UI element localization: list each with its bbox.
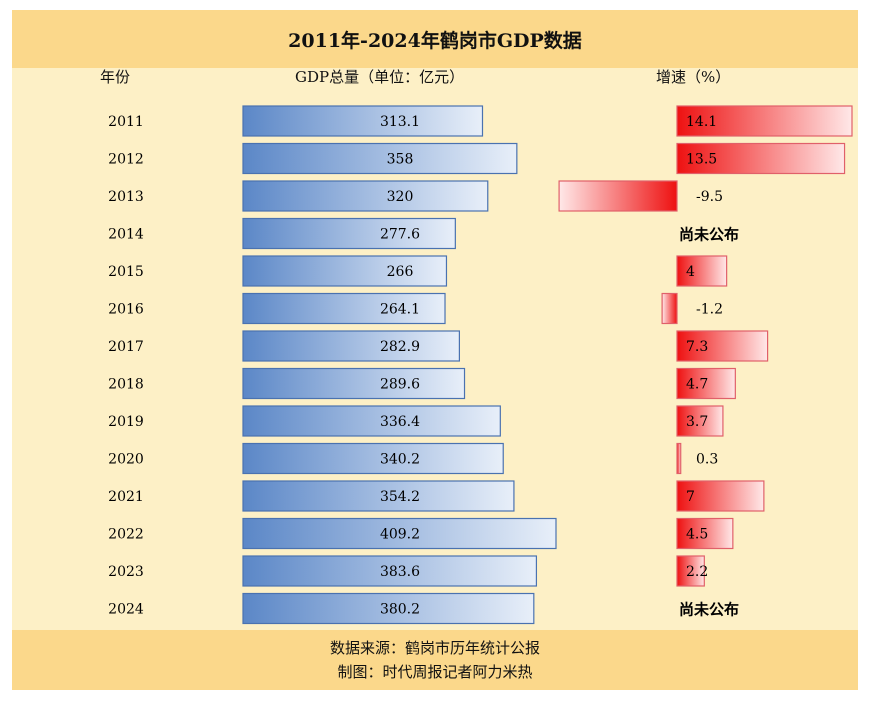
gdp-value-label: 354.2 [380, 489, 420, 505]
gdp-bar [242, 330, 460, 362]
gdp-value-label: 320 [387, 189, 414, 205]
growth-not-published-label: 尚未公布 [679, 601, 739, 619]
chart-title: 2011年-2024年鹤岗市GDP数据 [288, 29, 582, 52]
gdp-value-label: 313.1 [380, 114, 420, 130]
year-label: 2017 [108, 339, 144, 355]
gdp-value-label: 277.6 [380, 227, 420, 243]
growth-value-label: -9.5 [696, 189, 723, 205]
year-label: 2016 [108, 302, 144, 318]
growth-value-label: 14.1 [686, 114, 717, 130]
gdp-bar [242, 517, 557, 550]
growth-bar [676, 442, 682, 475]
column-header-growth: 增速（%） [656, 68, 731, 86]
gdp-bar [242, 367, 466, 400]
gdp-bar [242, 180, 489, 212]
year-label: 2021 [108, 489, 144, 505]
year-label: 2011 [108, 114, 144, 130]
growth-bar [676, 367, 736, 400]
gdp-value-label: 340.2 [380, 452, 420, 468]
gdp-bar [242, 592, 535, 625]
gdp-bar [242, 255, 448, 287]
growth-bar [676, 142, 846, 175]
year-label: 2013 [108, 189, 144, 205]
gdp-value-label: 336.4 [380, 414, 420, 430]
year-label: 2012 [108, 152, 144, 168]
growth-bar [676, 255, 728, 287]
column-header-gdp: GDP总量（单位：亿元） [295, 68, 465, 86]
growth-value-label: 3.7 [686, 414, 708, 430]
growth-value-label: 2.2 [686, 564, 708, 580]
gdp-bar [242, 480, 515, 512]
column-header-year: 年份 [100, 68, 131, 86]
year-label: 2015 [108, 264, 144, 280]
gdp-bar [242, 442, 504, 475]
gdp-value-label: 289.6 [380, 377, 420, 393]
year-label: 2024 [108, 602, 144, 618]
growth-bar [676, 555, 705, 587]
growth-value-label: 4.7 [686, 377, 708, 393]
gdp-value-label: 409.2 [380, 527, 420, 543]
year-label: 2018 [108, 377, 144, 393]
growth-bar [676, 480, 765, 512]
gdp-value-label: 383.6 [380, 564, 420, 580]
growth-not-published-label: 尚未公布 [679, 226, 739, 244]
credit-note: 制图：时代周报记者阿力米热 [337, 663, 533, 681]
growth-value-label: 13.5 [686, 152, 717, 168]
year-label: 2023 [108, 564, 144, 580]
data-source-note: 数据来源：鹤岗市历年统计公报 [329, 639, 540, 657]
growth-value-label: 4 [686, 264, 695, 280]
growth-value-label: -1.2 [696, 302, 723, 318]
title-band: 2011年-2024年鹤岗市GDP数据 [12, 10, 858, 68]
year-label: 2020 [108, 452, 144, 468]
gdp-bar [242, 142, 518, 175]
gdp-bar [242, 105, 484, 137]
year-label: 2019 [108, 414, 144, 430]
gdp-value-label: 380.2 [380, 602, 420, 618]
gdp-value-label: 358 [387, 152, 414, 168]
growth-value-label: 7 [686, 489, 695, 505]
footer-band: 数据来源：鹤岗市历年统计公报 制图：时代周报记者阿力米热 [12, 630, 858, 690]
gdp-bar [242, 292, 446, 325]
growth-bar [676, 517, 734, 550]
growth-bar [661, 292, 678, 325]
gdp-bar [242, 555, 538, 587]
growth-value-label: 0.3 [696, 452, 718, 468]
growth-bar [558, 180, 678, 212]
growth-bar [676, 330, 769, 362]
gdp-value-label: 266 [387, 264, 414, 280]
growth-value-label: 7.3 [686, 339, 708, 355]
gdp-value-label: 282.9 [380, 339, 420, 355]
growth-bar [676, 405, 724, 437]
growth-bar [676, 105, 853, 137]
year-label: 2022 [108, 527, 144, 543]
year-label: 2014 [108, 227, 144, 243]
growth-value-label: 4.5 [686, 527, 708, 543]
gdp-bar [242, 217, 456, 250]
gdp-bar [242, 405, 501, 437]
gdp-value-label: 264.1 [380, 302, 420, 318]
